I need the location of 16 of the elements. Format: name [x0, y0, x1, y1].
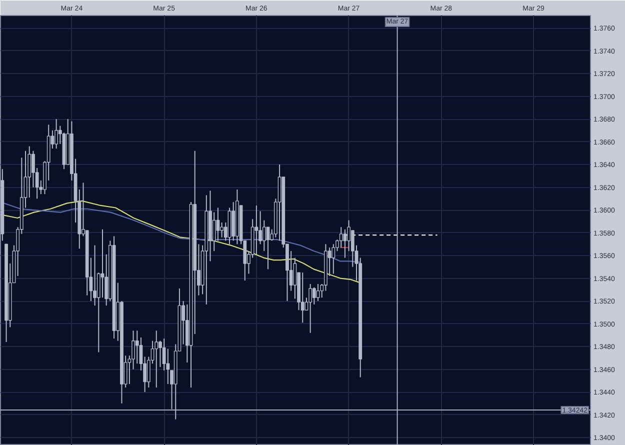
candlestick	[54, 118, 58, 150]
candlestick	[254, 204, 258, 255]
candlestick	[212, 212, 216, 252]
candlestick	[312, 286, 316, 305]
candlestick	[300, 272, 304, 324]
candlestick	[343, 228, 347, 258]
candlestick	[216, 207, 220, 242]
candlestick	[158, 340, 162, 368]
candlestick	[154, 330, 158, 388]
candlestick	[220, 222, 224, 238]
candlestick	[93, 244, 96, 306]
candlestick	[308, 283, 312, 334]
candlestick	[266, 226, 270, 270]
candlestick	[339, 226, 343, 248]
candlestick	[332, 244, 336, 274]
candlestick	[316, 283, 320, 302]
